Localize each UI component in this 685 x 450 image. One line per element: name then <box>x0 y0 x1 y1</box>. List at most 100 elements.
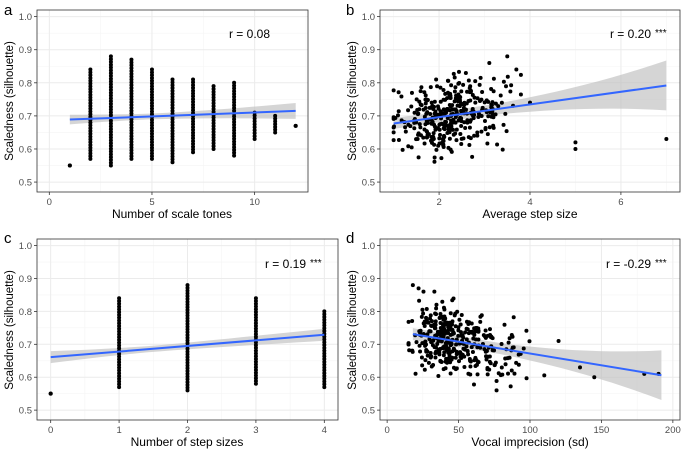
panel-c-data-point <box>185 380 190 385</box>
panel-b-data-point <box>448 95 453 100</box>
panel-b-data-point <box>416 132 421 137</box>
panel-b-data-point <box>518 72 523 77</box>
panel-a-data-point <box>88 95 93 100</box>
panel-c-data-point <box>322 343 327 348</box>
panel-d-data-point <box>418 349 423 354</box>
panel-a-data-point <box>191 97 196 102</box>
panel-b-data-point <box>408 124 413 129</box>
panel-c-data-point <box>322 340 327 345</box>
panel-a-data-point <box>211 121 216 126</box>
panel-b-data-point <box>441 97 446 102</box>
panel-a-data-point <box>191 85 196 90</box>
panel-a-data-point <box>149 128 154 133</box>
panel-d-data-point <box>487 327 492 332</box>
panel-b-data-point <box>416 111 421 116</box>
panel-c-data-point <box>253 312 258 317</box>
panel-b-data-point <box>476 114 481 119</box>
panel-d-data-point <box>475 359 480 364</box>
panel-d-x-tick-label: 150 <box>593 425 609 436</box>
panel-d-data-point <box>476 329 481 334</box>
panel-d-data-point <box>426 320 431 325</box>
panel-a-data-point <box>170 145 175 150</box>
panel-d-data-point <box>441 353 446 358</box>
panel-a-data-point <box>170 88 175 93</box>
panel-c-data-point <box>117 332 122 337</box>
panel-c-data-point <box>117 301 122 306</box>
panel-b-data-point <box>439 156 444 161</box>
panel-a-data-point <box>232 80 237 85</box>
panel-c-data-point <box>185 335 190 340</box>
panel-d-data-point <box>433 355 438 360</box>
panel-a-data-point <box>211 144 216 149</box>
panel-d-data-point <box>494 378 499 383</box>
panel-a-data-point <box>252 128 257 133</box>
panel-d-data-point <box>487 354 492 359</box>
panel-c-y-tick-label: 1.0 <box>19 241 32 252</box>
panel-a-data-point <box>191 139 196 144</box>
panel-a-data-point <box>149 106 154 111</box>
panel-a-data-point <box>149 151 154 156</box>
panel-a-data-point <box>88 70 93 75</box>
panel-a-data-point <box>88 112 93 117</box>
panel-a-data-point <box>108 132 113 137</box>
panel-b-data-point <box>441 126 446 131</box>
panel-c-data-point <box>322 351 327 356</box>
panel-c-x-tick-label: 1 <box>116 425 121 436</box>
panel-a-data-point <box>149 120 154 125</box>
panel-b-data-point <box>432 99 437 104</box>
panel-a-data-point <box>88 98 93 103</box>
panel-d-data-point <box>464 337 469 342</box>
panel-b-data-point <box>429 140 434 145</box>
panel-c-data-point <box>117 343 122 348</box>
panel-a-data-point <box>170 123 175 128</box>
panel-b-data-point <box>453 85 458 90</box>
panel-b-data-point <box>436 143 441 148</box>
panel-d-x-axis: 0 50 100 150 200 <box>384 420 681 436</box>
panel-a-data-point <box>191 150 196 155</box>
panel-a-data-point <box>273 127 278 132</box>
panel-b-significance: *** <box>655 28 667 39</box>
panel-a-data-point <box>170 77 175 82</box>
panel-a-data-point <box>232 103 237 108</box>
panel-b-data-point <box>514 67 519 72</box>
panel-d-data-point <box>419 314 424 319</box>
panel-b-data-point <box>456 81 461 86</box>
panel-b-data-point <box>442 111 447 116</box>
panel-b-data-point <box>496 104 501 109</box>
panel-a-data-point <box>108 62 113 67</box>
panel-b-data-point <box>396 137 401 142</box>
panel-c-data-point <box>253 354 258 359</box>
panel-a-y-tick-label: 0.9 <box>19 45 32 56</box>
panel-c-data-point <box>253 310 258 315</box>
panel-d-y-tick-label: 0.8 <box>362 307 375 318</box>
panel-a-data-point <box>149 101 154 106</box>
panel-c-y-tick-label: 0.7 <box>19 340 32 351</box>
panel-d-data-point <box>465 327 470 332</box>
panel-c-data-point <box>253 345 258 350</box>
panel-a-data-point <box>129 156 134 161</box>
panel-c-data-point <box>322 309 327 314</box>
panel-a-data-point <box>88 140 93 145</box>
panel-a-data-point <box>108 68 113 73</box>
panel-a-data-point <box>211 132 216 137</box>
panel-d-data-point <box>410 283 415 288</box>
panel-a-data-point <box>149 81 154 86</box>
panel-d-data-point <box>468 364 473 369</box>
panel-b-data-point <box>471 116 476 121</box>
panel-a-data-point <box>88 154 93 159</box>
panel-d-data-point <box>524 376 529 381</box>
panel-b-data-point <box>482 119 487 124</box>
panel-b-data-point <box>424 135 429 140</box>
panel-a-y-tick-label: 0.6 <box>19 144 32 155</box>
panel-c-data-point <box>253 343 258 348</box>
panel-a-letter: a <box>4 2 13 19</box>
panel-c-data-point <box>185 288 190 293</box>
panel-d-data-point <box>431 338 436 343</box>
panel-d-data-point <box>489 334 494 339</box>
panel-d-data-point <box>456 328 461 333</box>
panel-a-data-point <box>88 106 93 111</box>
panel-d-data-point <box>436 373 441 378</box>
panel-b-data-point <box>467 142 472 147</box>
panel-b-data-point <box>504 129 509 134</box>
panel-a-data-point <box>170 120 175 125</box>
